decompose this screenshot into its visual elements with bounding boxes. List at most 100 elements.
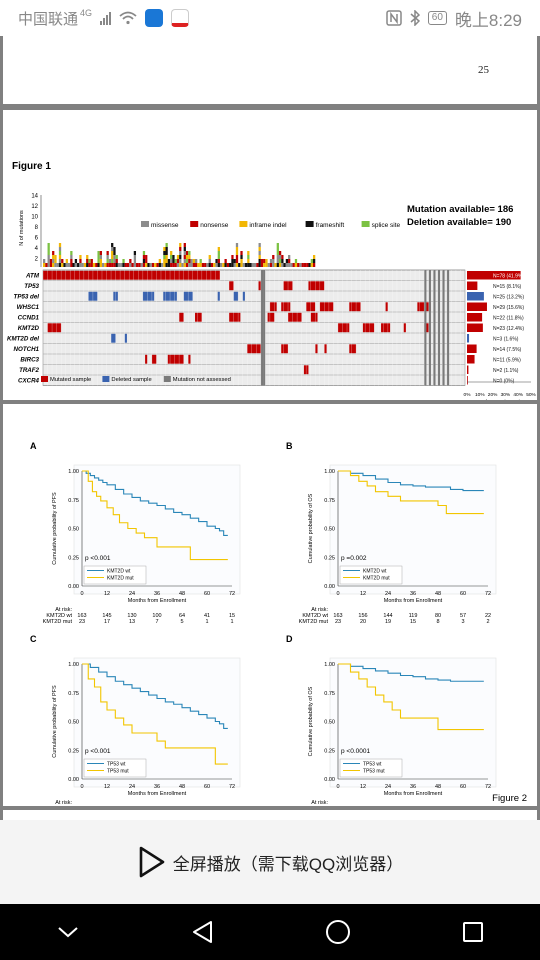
not-assessed-column	[446, 270, 450, 386]
mutation-count-bar	[185, 255, 189, 259]
mutation-count-bar	[106, 251, 109, 255]
mutation-count-bar	[129, 263, 132, 267]
gene-mutation-block	[151, 354, 157, 364]
mutation-count-bar	[210, 263, 214, 267]
mutation-count-bar	[58, 255, 62, 259]
gene-mutation-block	[403, 323, 407, 333]
gene-mutation-block	[385, 302, 388, 312]
mutation-count-bar	[88, 259, 91, 263]
y-tick-label: 0.00	[324, 584, 335, 590]
hide-keyboard-button[interactable]	[38, 904, 98, 960]
mutation-count-bar	[106, 263, 109, 267]
mutation-count-bar	[242, 263, 245, 267]
network-label: 4G	[80, 7, 93, 18]
percent-axis-label: % of mutated samples	[477, 399, 525, 400]
mutation-count-bar	[288, 255, 291, 259]
y-tick-label: 0.25	[324, 555, 335, 561]
at-risk-row-label: KMT2D wt	[302, 613, 328, 619]
fullscreen-play-banner[interactable]: 全屏播放（需下载QQ浏览器）	[0, 820, 540, 904]
gene-count-label: N=0 (0%)	[493, 378, 515, 384]
at-risk-value: 19	[385, 619, 391, 625]
x-axis-label: Months from Enrollment	[128, 598, 187, 604]
mutation-count-bar	[276, 255, 279, 259]
mutation-count-bar	[233, 259, 236, 263]
mutation-count-bar	[192, 259, 196, 263]
km-legend-label: TP53 wt	[107, 762, 126, 768]
mutation-count-bar	[222, 263, 225, 267]
mutation-count-bar	[176, 259, 180, 263]
mutation-count-bar	[206, 263, 209, 267]
mutation-count-bar	[226, 263, 230, 267]
gene-count-label: N=78 (41.9%)	[493, 273, 524, 279]
home-button[interactable]	[308, 904, 368, 960]
gene-mutation-block	[195, 312, 202, 322]
mutation-count-bar	[54, 263, 57, 267]
mutation-count-bar	[263, 259, 266, 263]
x-tick-label: 72	[485, 591, 491, 597]
bottom-legend-label: Mutated sample	[50, 377, 91, 383]
gene-mutation-block	[233, 291, 239, 301]
figure2-caption: Figure 2	[492, 793, 527, 804]
y-axis-label: Cumulative probability of PFS	[52, 492, 58, 565]
x-tick-label: 72	[229, 591, 235, 597]
gene-label: NOTCH1	[14, 346, 40, 353]
x-tick-label: 24	[385, 591, 391, 597]
mutation-count-bar	[267, 263, 270, 267]
document-viewer[interactable]: 25 Figure 1 Mutation available= 186 Deleti…	[0, 36, 540, 820]
gene-mutation-block	[281, 344, 289, 354]
status-bar: 中国联通 4G 60 晚上8:29	[0, 0, 540, 36]
mutation-count-bar	[195, 259, 198, 263]
at-risk-value: 5	[180, 619, 183, 625]
y-tick-label: 0.75	[324, 498, 335, 504]
mutation-count-bar	[179, 247, 182, 251]
gene-mutation-block	[362, 323, 375, 333]
mutation-count-bar	[170, 255, 173, 259]
y-tick-label: 1.00	[324, 662, 335, 668]
signal-icon	[100, 11, 112, 25]
x-tick-label: 36	[154, 784, 160, 790]
mutation-count-bar	[276, 263, 279, 267]
mutation-count-bar	[251, 263, 254, 267]
mutation-count-bar	[201, 263, 205, 267]
gene-mutation-block	[242, 291, 245, 301]
mutation-count-bar	[52, 255, 55, 259]
mutation-count-bar	[179, 251, 182, 255]
mutation-count-bar	[49, 259, 53, 263]
mutation-count-bar	[260, 263, 264, 267]
km-curve-mut	[82, 663, 228, 765]
mutation-count-bar	[167, 259, 171, 263]
mutation-count-bar	[99, 263, 102, 267]
km-legend-label: TP53 mut	[107, 769, 129, 775]
mutation-count-bar	[272, 259, 275, 263]
mutation-count-bar	[224, 259, 227, 263]
x-tick-label: 72	[485, 784, 491, 790]
recents-button[interactable]	[443, 904, 503, 960]
x-axis-label: Months from Enrollment	[384, 598, 443, 604]
gene-percent-bar	[467, 355, 475, 364]
mutation-count-bar	[63, 263, 66, 267]
back-button[interactable]	[173, 904, 233, 960]
mutation-count-bar	[231, 255, 234, 259]
at-risk-value: 15	[229, 613, 235, 619]
mutation-count-bar	[158, 259, 161, 263]
mutation-count-bar	[299, 263, 302, 267]
x-tick-label: 0	[80, 591, 83, 597]
x-tick-label: 0	[336, 591, 339, 597]
mutation-count-bar	[231, 263, 234, 267]
x-tick-label: 60	[204, 591, 210, 597]
x-tick-label: 24	[129, 591, 135, 597]
mutation-count-bar	[74, 263, 78, 267]
y-tick-label: 1.00	[68, 662, 79, 668]
mutation-count-bar	[122, 263, 125, 267]
x-tick-label: 36	[154, 591, 160, 597]
percent-axis-tick: 50%	[526, 392, 536, 398]
mutation-count-bar	[172, 255, 175, 259]
gene-mutation-block	[247, 344, 261, 354]
at-risk-value: 22	[485, 613, 491, 619]
mutation-count-bar	[235, 259, 239, 263]
at-risk-value: 130	[127, 613, 136, 619]
at-risk-label: At risk:	[311, 607, 328, 613]
gene-label: ATM	[25, 273, 40, 280]
km-panel-a: A 1.00 0.75 0.50 0.25 0.000 12 24 36 48 60 72 Months…	[30, 441, 241, 625]
mutation-count-bar	[49, 263, 53, 267]
